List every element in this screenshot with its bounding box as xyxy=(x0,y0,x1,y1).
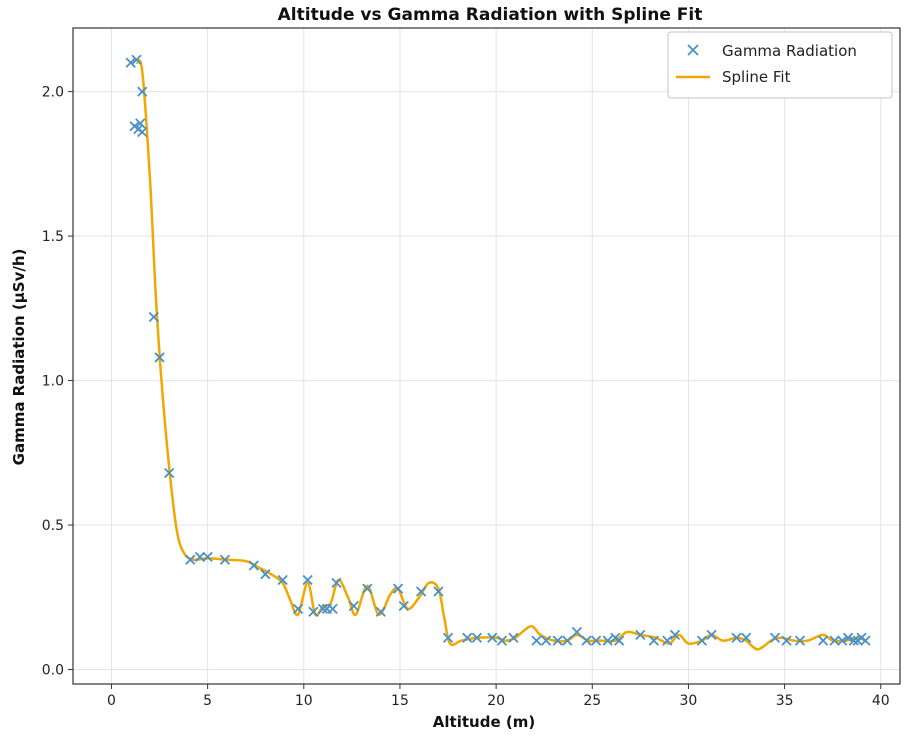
x-tick-label: 5 xyxy=(203,693,212,709)
scatter-point xyxy=(392,583,404,594)
legend-label-spline-fit: Spline Fit xyxy=(722,68,791,86)
scatter-point xyxy=(219,554,231,565)
scatter-point xyxy=(375,606,386,617)
scatter-point xyxy=(433,586,444,597)
y-tick-label: 1.5 xyxy=(42,229,64,245)
scatter-point xyxy=(590,635,602,646)
scatter-point xyxy=(194,551,206,562)
scatter-point xyxy=(462,632,473,643)
legend-box xyxy=(667,31,893,99)
y-tick-label: 1.0 xyxy=(42,374,64,390)
scatter-point xyxy=(487,632,498,643)
scatter-point xyxy=(602,635,613,646)
scatter-point xyxy=(362,583,373,594)
scatter-point xyxy=(148,311,159,323)
scatter-point xyxy=(302,574,313,586)
scatter-point xyxy=(508,632,519,643)
scatter-layer xyxy=(125,54,871,646)
scatter-point xyxy=(327,603,338,614)
scatter-point xyxy=(185,554,196,565)
x-tick-label: 0 xyxy=(107,693,116,709)
scatter-point xyxy=(292,603,304,614)
scatter-point xyxy=(794,635,806,646)
x-tick-label: 20 xyxy=(487,693,505,709)
scatter-point xyxy=(164,467,175,479)
scatter-point xyxy=(648,635,659,646)
scatter-point xyxy=(741,632,752,643)
legend-x-marker xyxy=(687,44,699,56)
legend: Gamma Radiation Spline Fit xyxy=(667,31,893,99)
scatter-point xyxy=(137,126,148,138)
y-axis-label: Gamma Radiation (μSv/h) xyxy=(10,249,28,466)
scatter-point xyxy=(837,635,848,646)
spline-fit-line xyxy=(135,59,866,651)
scatter-point xyxy=(581,635,592,646)
scatter-point xyxy=(442,632,454,643)
scatter-point xyxy=(842,632,854,643)
scatter-point xyxy=(496,635,508,646)
scatter-point xyxy=(471,632,483,643)
y-tick-label: 0.5 xyxy=(42,518,64,534)
plot-frame xyxy=(72,27,901,685)
scatter-point xyxy=(531,635,542,646)
scatter-point xyxy=(848,635,859,646)
spline-layer xyxy=(135,59,866,651)
scatter-point xyxy=(706,629,717,641)
scatter-point xyxy=(635,629,646,641)
scatter-point xyxy=(829,635,840,646)
x-tick-label: 35 xyxy=(776,693,794,709)
scatter-point xyxy=(817,635,829,646)
scatter-point xyxy=(125,57,136,68)
scatter-point xyxy=(696,635,708,646)
scatter-point xyxy=(781,635,792,646)
scatter-point xyxy=(662,635,673,646)
chart-title: Altitude vs Gamma Radiation with Spline … xyxy=(278,5,703,25)
tick-layer: 0 5 10 15 20 25 30 35 40 0.0 0.5 1.0 1.5 2.0 xyxy=(42,85,890,709)
legend-label-gamma-radiation: Gamma Radiation xyxy=(722,42,857,60)
scatter-point xyxy=(202,551,213,562)
scatter-point xyxy=(137,86,148,97)
x-tick-label: 25 xyxy=(583,693,601,709)
scatter-point xyxy=(248,560,259,571)
scatter-point xyxy=(135,118,146,129)
scatter-point xyxy=(154,352,165,363)
scatter-point xyxy=(260,569,271,580)
scatter-point xyxy=(731,632,742,643)
scatter-point xyxy=(669,629,681,641)
x-tick-label: 15 xyxy=(391,693,409,709)
y-tick-label: 0.0 xyxy=(42,663,64,679)
scatter-point xyxy=(331,577,342,588)
scatter-point xyxy=(317,603,329,614)
scatter-point xyxy=(277,574,288,586)
scatter-point xyxy=(571,626,583,638)
scatter-point xyxy=(614,635,625,646)
legend-scatter-marker xyxy=(687,44,699,56)
scatter-point xyxy=(131,54,142,65)
x-axis-label: Altitude (m) xyxy=(433,713,535,731)
x-tick-label: 40 xyxy=(872,693,890,709)
scatter-point xyxy=(540,635,552,646)
scatter-point xyxy=(769,632,781,643)
grid-layer xyxy=(73,28,900,684)
scatter-point xyxy=(398,600,409,612)
x-tick-label: 10 xyxy=(295,693,313,709)
scatter-point xyxy=(415,586,427,597)
scatter-point xyxy=(348,600,359,612)
scatter-point xyxy=(562,635,573,646)
scatter-point xyxy=(552,635,563,646)
y-tick-label: 2.0 xyxy=(42,85,64,101)
scatter-point xyxy=(860,635,871,646)
scatter-point xyxy=(308,606,319,617)
x-tick-label: 30 xyxy=(680,693,698,709)
